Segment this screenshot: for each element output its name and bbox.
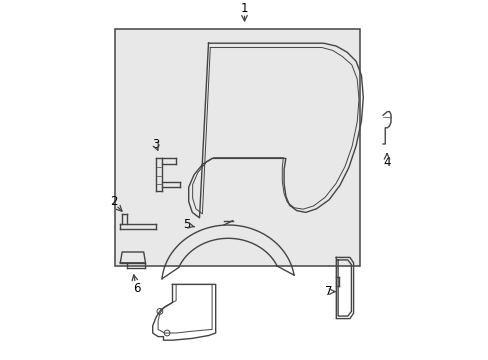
Text: 3: 3 xyxy=(152,138,159,150)
Bar xyxy=(115,29,359,266)
Text: 5: 5 xyxy=(183,219,190,231)
Text: 4: 4 xyxy=(383,156,390,169)
Text: 6: 6 xyxy=(132,282,140,294)
Text: 7: 7 xyxy=(325,285,332,298)
Text: 1: 1 xyxy=(240,3,248,15)
Text: 2: 2 xyxy=(110,195,118,208)
